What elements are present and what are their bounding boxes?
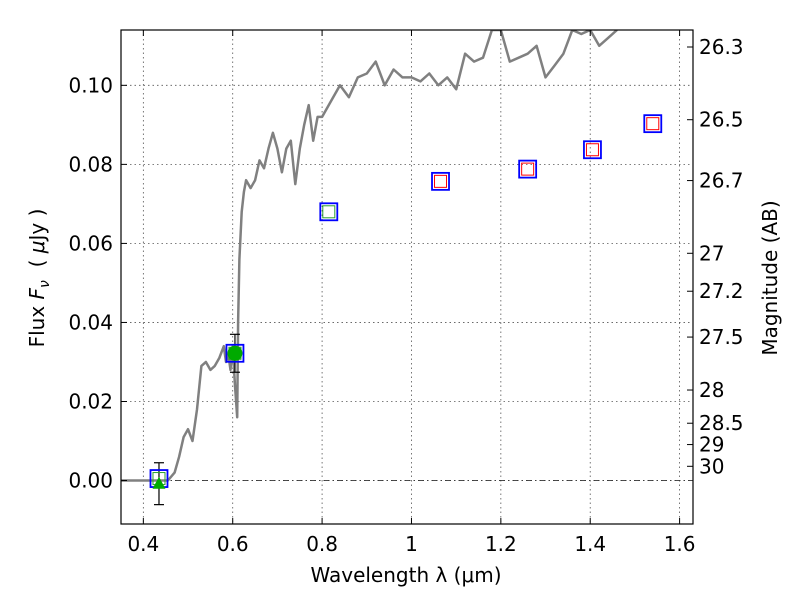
y2-tick-label: 27.2	[699, 279, 744, 303]
x-tick-label: 0.6	[217, 532, 249, 556]
inner-square-marker	[585, 143, 599, 157]
x-tick-label: 1	[405, 532, 418, 556]
y2-axis-label: Magnitude (AB)	[758, 200, 782, 355]
y-axis-label-unit: Jy )	[25, 209, 49, 243]
y-axis-label: Flux Fν ( μJy )	[25, 209, 53, 348]
y-axis-label-sub: ν	[37, 280, 53, 288]
y-axis-ticks: 0.00 0.02 0.04 0.06 0.08 0.10	[68, 73, 127, 493]
x-tick-label: 1.2	[485, 532, 517, 556]
green-triangle-marker	[152, 476, 166, 489]
y-tick-label: 0.08	[68, 152, 113, 176]
y-axis-label-mu: μ	[25, 241, 49, 255]
y-tick-label: 0.10	[68, 73, 113, 97]
y-axis-label-var: F	[25, 287, 49, 299]
x-axis-label: Wavelength λ (μm)	[310, 563, 501, 587]
photometry-markers	[149, 114, 663, 506]
x-tick-label: 0.8	[306, 532, 338, 556]
y-tick-label: 0.00	[68, 469, 113, 493]
inner-square-marker	[646, 117, 660, 131]
blue-square-marker	[431, 171, 450, 191]
y-axis-label-unit-open: (	[25, 253, 49, 280]
blue-square-marker	[319, 202, 339, 222]
x-tick-label: 1.6	[664, 532, 696, 556]
green-circle-marker	[227, 345, 243, 361]
blue-square-marker	[583, 140, 602, 160]
y2-tick-label: 29	[699, 433, 724, 457]
y2-tick-label: 27.5	[699, 325, 744, 349]
blue-square-marker	[518, 159, 538, 179]
sed-curve	[121, 30, 618, 482]
x-tick-label: 0.4	[127, 532, 159, 556]
grid	[121, 30, 693, 524]
blue-square-marker	[643, 114, 663, 134]
x-tick-label: 1.4	[574, 532, 606, 556]
inner-square-marker	[434, 174, 448, 188]
y2-tick-label: 26.5	[699, 108, 744, 132]
y2-tick-label: 26.7	[699, 169, 744, 193]
y2-tick-label: 30	[699, 454, 724, 478]
plot-frame	[120, 29, 694, 525]
y2-tick-label: 27	[699, 241, 724, 265]
y2-tick-label: 28.5	[699, 411, 744, 435]
y2-tick-label: 28	[699, 378, 724, 402]
inner-square-marker	[322, 205, 336, 219]
x-axis-ticks: 0.4 0.6 0.8 1 1.2 1.4 1.6	[127, 30, 696, 556]
y-axis-label-prefix: Flux	[25, 299, 49, 347]
blue-square-marker	[225, 343, 245, 363]
y-tick-label: 0.02	[68, 389, 113, 413]
y2-tick-label: 26.3	[699, 35, 744, 59]
y-tick-label: 0.06	[68, 231, 113, 255]
y-tick-label: 0.04	[68, 310, 113, 334]
inner-square-marker	[521, 162, 535, 176]
sed-line	[121, 30, 618, 482]
